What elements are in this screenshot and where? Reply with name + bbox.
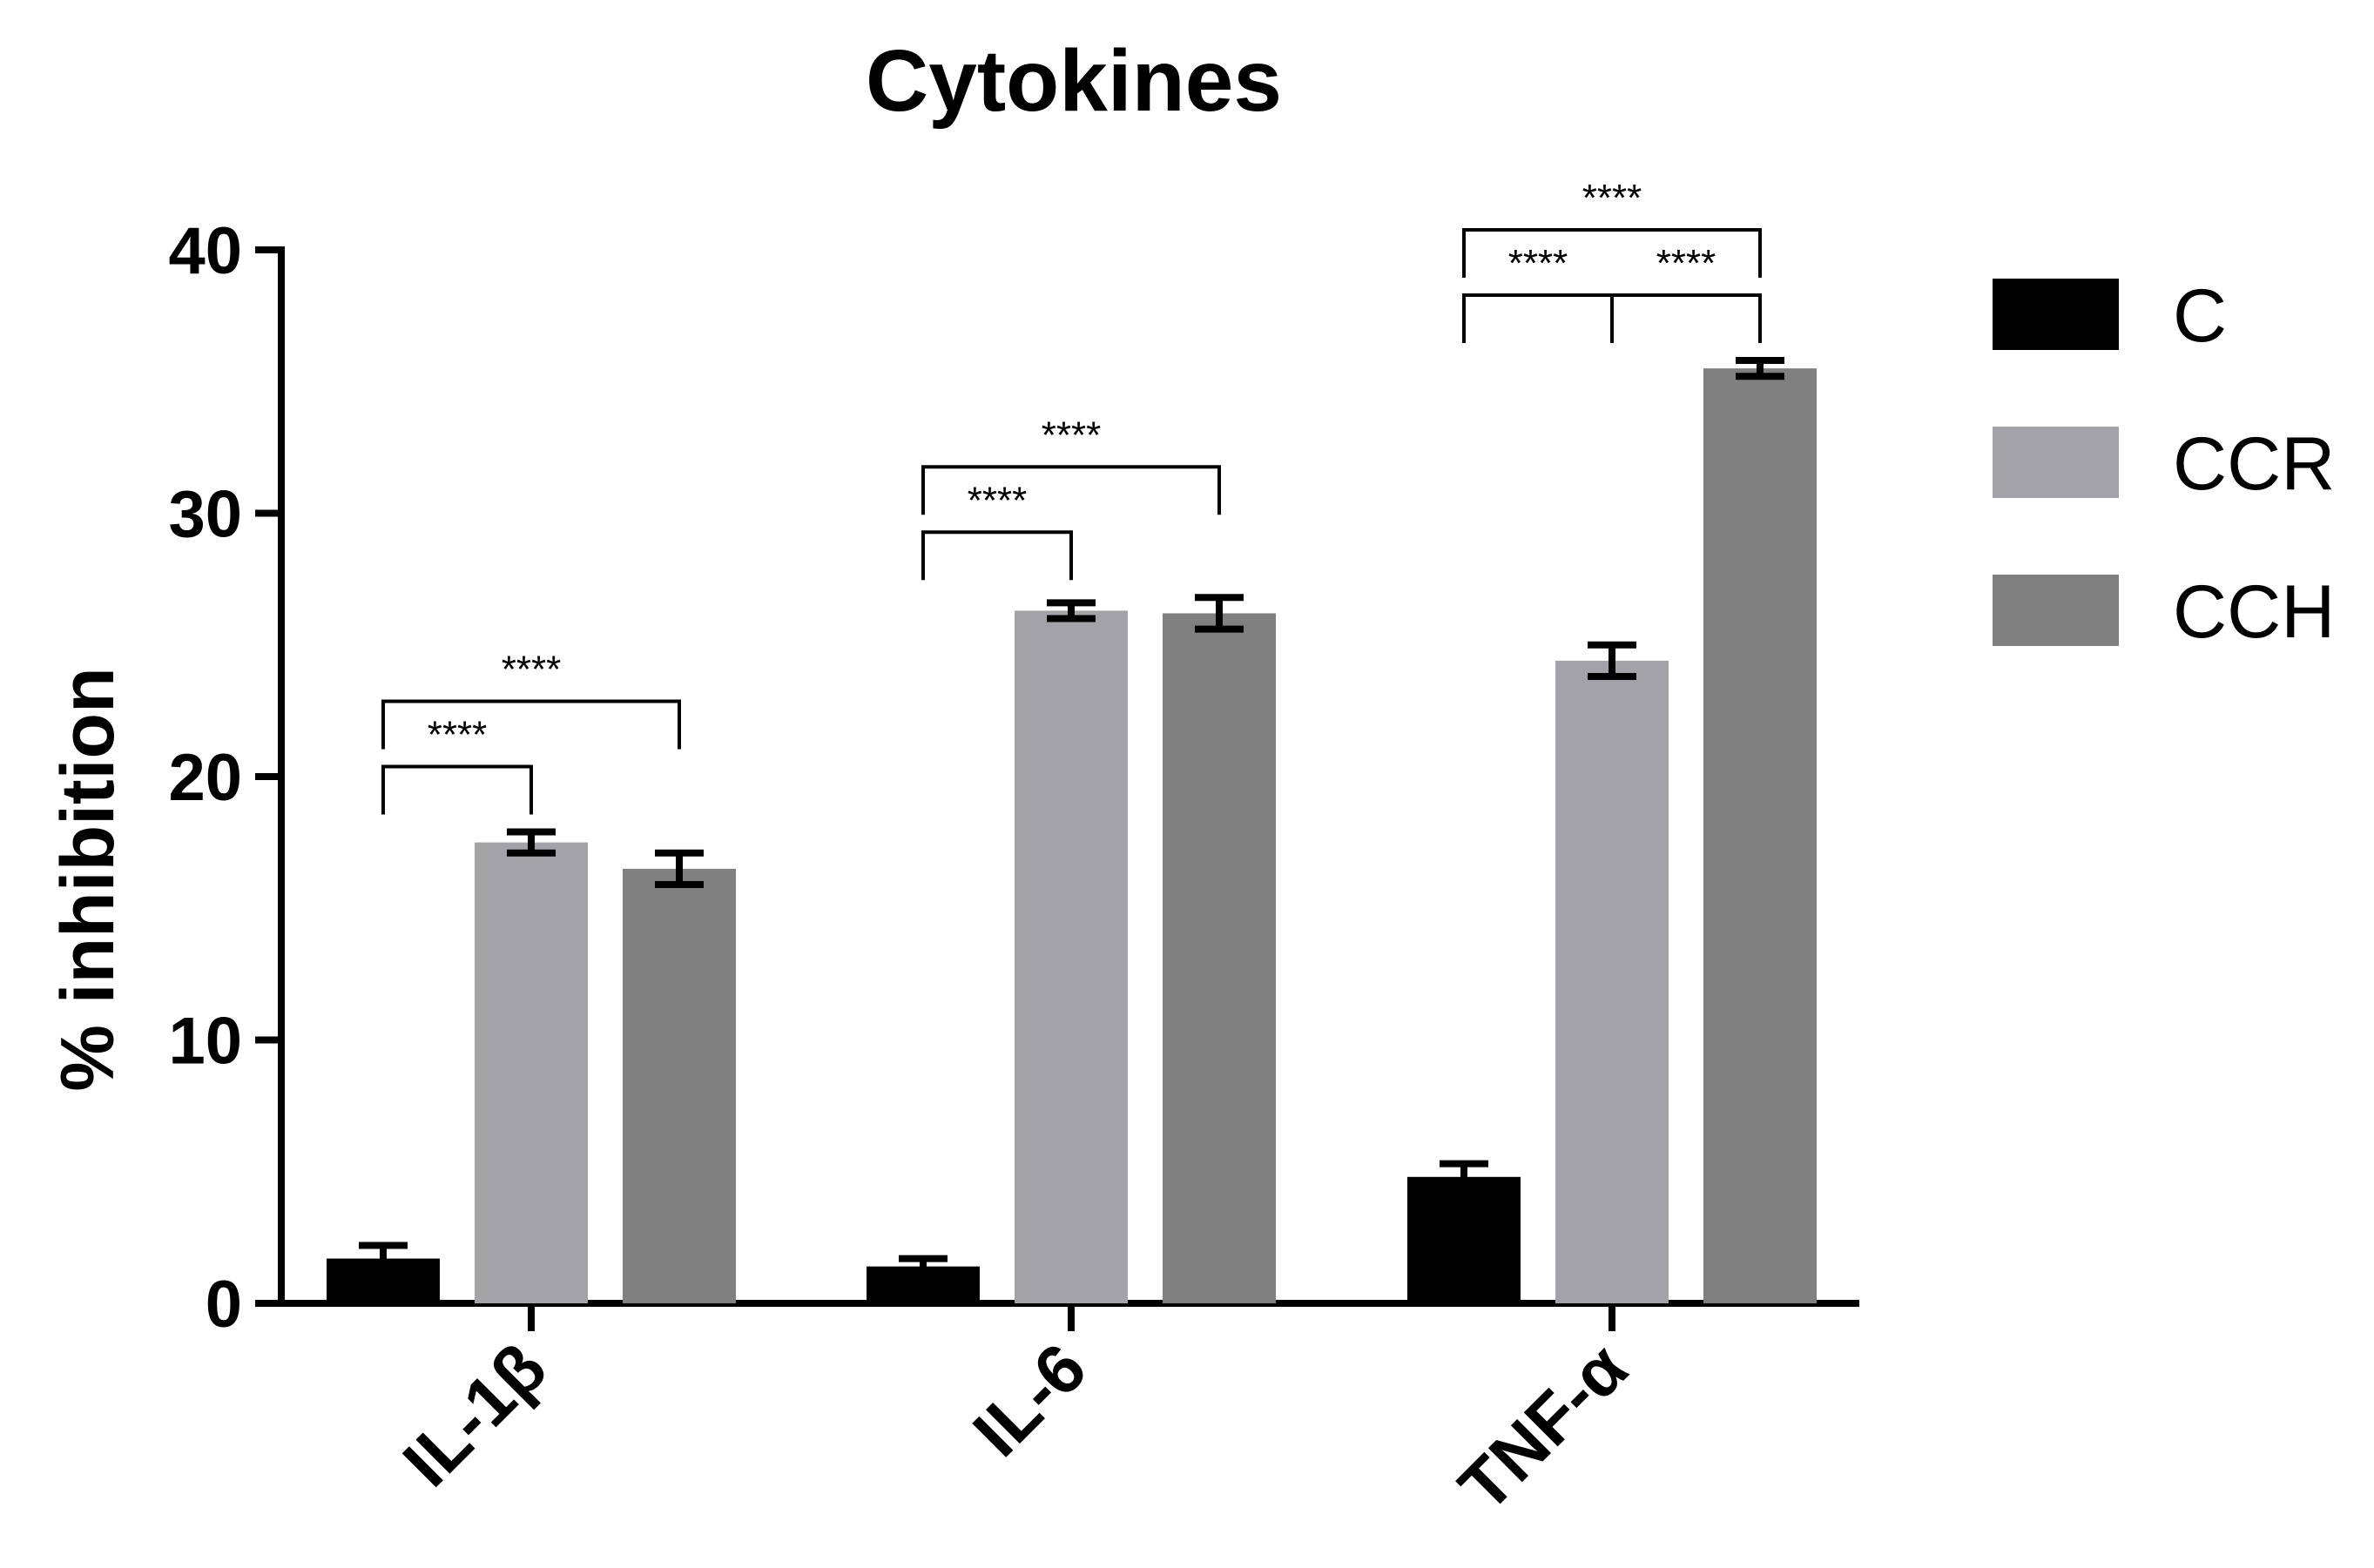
error-bars <box>359 357 1784 1278</box>
legend: C CCR CCH <box>1993 274 2335 654</box>
significance-bracket <box>381 699 681 750</box>
significance-bracket <box>921 530 1073 581</box>
y-tick-label: 40 <box>168 214 242 288</box>
bar-cch <box>623 868 736 1303</box>
bar-c <box>1407 1176 1521 1303</box>
significance-label: **** <box>968 479 1028 522</box>
y-tick-label: 0 <box>206 1268 242 1342</box>
y-axis-label: % inhibition <box>46 667 130 1091</box>
significance-label: **** <box>1508 242 1568 285</box>
bar-cch <box>1163 613 1276 1303</box>
y-tick-label: 30 <box>168 478 242 552</box>
x-tick-label: IL-1β <box>388 1329 561 1501</box>
bar-ccr <box>1015 610 1128 1303</box>
significance-label: **** <box>428 714 488 757</box>
significance-label: **** <box>502 649 562 691</box>
significance-label: **** <box>1656 242 1716 285</box>
significance-label: **** <box>1042 414 1102 456</box>
significance-bracket <box>1610 293 1762 344</box>
significance-bracket <box>921 465 1221 515</box>
legend-label-c: C <box>2173 274 2227 358</box>
bars <box>327 368 1817 1303</box>
significance-bracket <box>1462 293 1614 344</box>
y-tick-label: 10 <box>168 1005 242 1079</box>
y-tick-label: 20 <box>168 741 242 815</box>
significance-label: **** <box>1582 177 1642 219</box>
significance-brackets: **** **** **** **** **** **** **** <box>381 177 1762 815</box>
x-tick-label: TNF-α <box>1445 1329 1642 1526</box>
legend-label-ccr: CCR <box>2173 422 2335 506</box>
legend-label-cch: CCH <box>2173 570 2335 654</box>
legend-swatch-cch <box>1993 575 2119 646</box>
legend-swatch-ccr <box>1993 427 2119 498</box>
significance-bracket <box>381 764 533 815</box>
x-tick-label: IL-6 <box>959 1329 1102 1471</box>
bar-cch <box>1703 368 1817 1303</box>
bar-ccr <box>475 842 588 1303</box>
legend-swatch-c <box>1993 279 2119 350</box>
significance-bracket <box>1462 228 1762 279</box>
chart-title: Cytokines <box>866 32 1282 130</box>
bar-ccr <box>1555 660 1669 1303</box>
